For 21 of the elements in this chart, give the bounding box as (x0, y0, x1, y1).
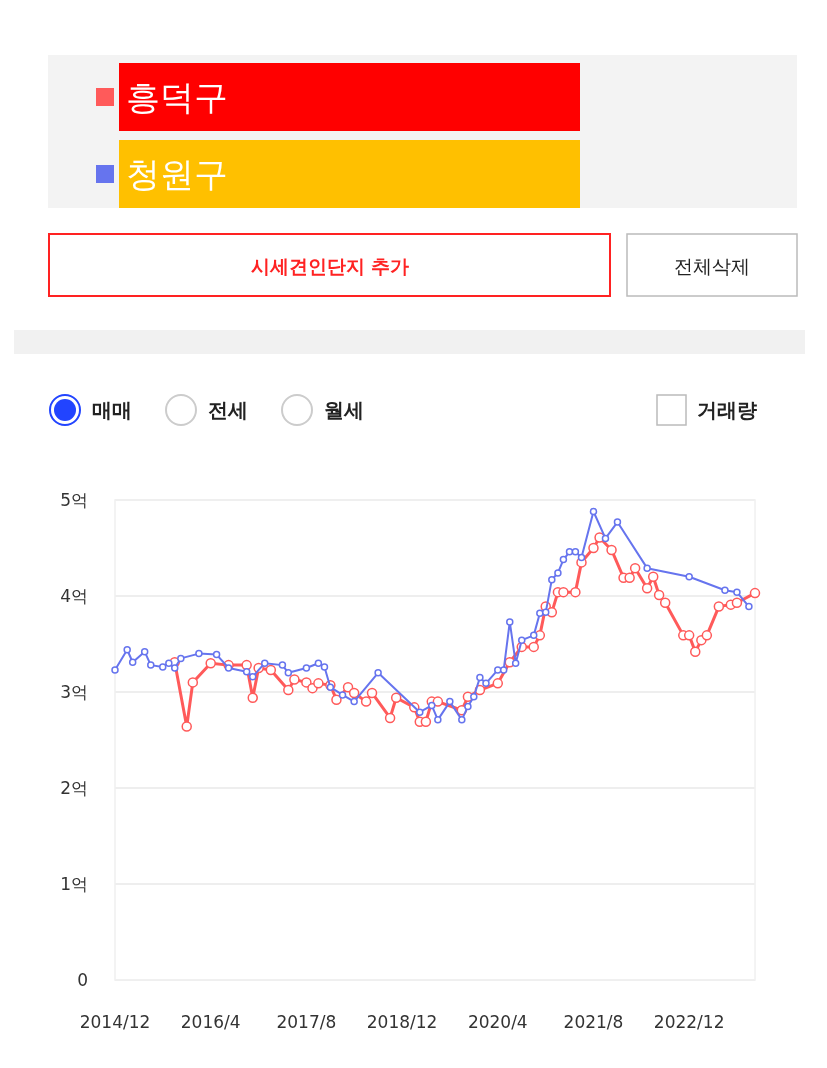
text: 거래량 (697, 398, 757, 422)
y-tick-label: 4억 (60, 586, 88, 606)
text: 시세견인단지 추가 (250, 255, 410, 277)
x-tick-label: 2014/12 (79, 1012, 151, 1032)
x-tick-label: 2020/4 (467, 1012, 528, 1032)
y-tick-label: 0 (77, 970, 88, 990)
x-tick-label: 2022/12 (653, 1012, 725, 1032)
y-tick-label: 5억 (60, 490, 88, 510)
text: 전체삭제 (674, 255, 750, 277)
y-tick-label: 1억 (60, 874, 88, 894)
text: 매매 (92, 398, 132, 422)
x-tick-label: 2018/12 (366, 1012, 438, 1032)
legend-label: 흥덕구 (126, 77, 228, 117)
x-tick-label: 2016/4 (180, 1012, 241, 1032)
y-tick-label: 3억 (60, 682, 88, 702)
legend-label: 청원구 (126, 154, 228, 194)
y-tick-label: 2억 (60, 778, 88, 798)
text: 월세 (324, 398, 364, 422)
text: 전세 (208, 398, 248, 422)
x-tick-label: 2021/8 (563, 1012, 624, 1032)
x-tick-label: 2017/8 (276, 1012, 337, 1032)
